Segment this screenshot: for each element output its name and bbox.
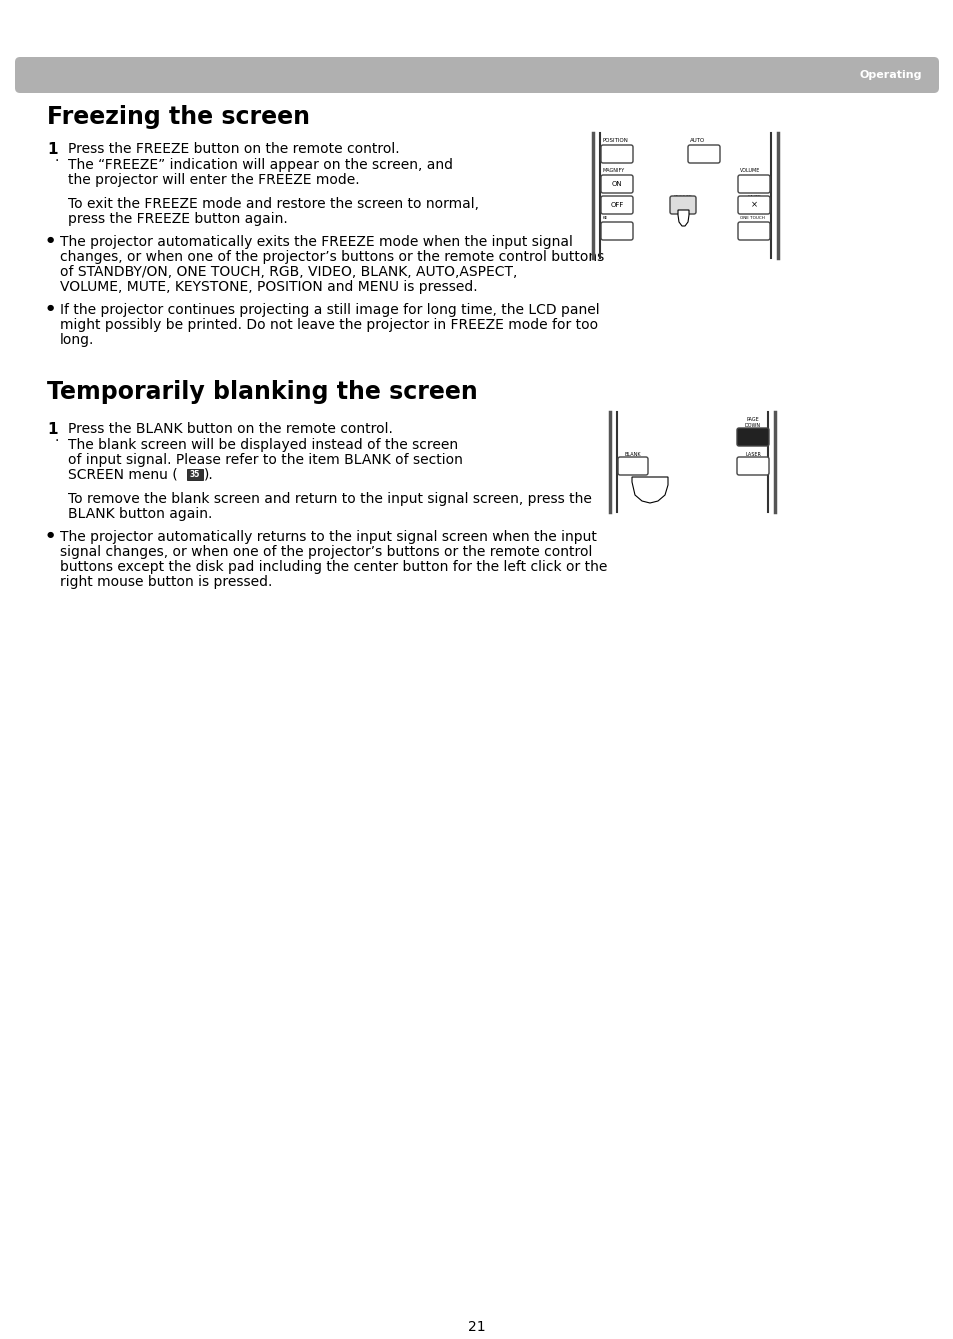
- Text: ON: ON: [611, 181, 621, 187]
- Text: Press the FREEZE button on the remote control.: Press the FREEZE button on the remote co…: [68, 142, 399, 157]
- Text: .: .: [55, 150, 59, 163]
- Text: LASER: LASER: [744, 453, 760, 457]
- Text: 1: 1: [47, 142, 57, 157]
- Text: right mouse button is pressed.: right mouse button is pressed.: [60, 574, 273, 589]
- Text: buttons except the disk pad including the center button for the left click or th: buttons except the disk pad including th…: [60, 560, 607, 574]
- Text: ●: ●: [47, 530, 54, 540]
- Text: SCREEN menu (: SCREEN menu (: [68, 469, 177, 482]
- Text: Operating: Operating: [859, 70, 921, 80]
- Text: .: .: [55, 430, 59, 445]
- Text: ●: ●: [47, 236, 54, 244]
- Text: MUTE: MUTE: [746, 195, 760, 200]
- FancyBboxPatch shape: [669, 195, 696, 214]
- FancyBboxPatch shape: [618, 457, 647, 475]
- Text: KE: KE: [602, 216, 608, 220]
- Text: BLANK button again.: BLANK button again.: [68, 507, 213, 521]
- Text: The projector automatically exits the FREEZE mode when the input signal: The projector automatically exits the FR…: [60, 236, 572, 249]
- FancyBboxPatch shape: [737, 428, 768, 446]
- Text: ×: ×: [750, 201, 757, 209]
- Text: ONE TOUCH: ONE TOUCH: [740, 216, 764, 220]
- FancyBboxPatch shape: [600, 145, 633, 163]
- FancyBboxPatch shape: [600, 175, 633, 193]
- Text: BLANK: BLANK: [624, 453, 640, 457]
- Text: The blank screen will be displayed instead of the screen: The blank screen will be displayed inste…: [68, 438, 457, 453]
- Text: ).: ).: [204, 469, 213, 482]
- FancyBboxPatch shape: [600, 222, 633, 240]
- Text: The projector automatically returns to the input signal screen when the input: The projector automatically returns to t…: [60, 530, 597, 544]
- FancyBboxPatch shape: [687, 145, 720, 163]
- FancyBboxPatch shape: [738, 195, 769, 214]
- FancyBboxPatch shape: [15, 58, 938, 92]
- Text: might possibly be printed. Do not leave the projector in FREEZE mode for too: might possibly be printed. Do not leave …: [60, 317, 598, 332]
- Text: Freezing the screen: Freezing the screen: [47, 104, 310, 129]
- Text: VOLUME: VOLUME: [740, 167, 760, 173]
- Text: ●: ●: [47, 303, 54, 312]
- Text: PAGE: PAGE: [746, 416, 759, 422]
- Text: of STANDBY/ON, ONE TOUCH, RGB, VIDEO, BLANK, AUTO,ASPECT,: of STANDBY/ON, ONE TOUCH, RGB, VIDEO, BL…: [60, 265, 517, 279]
- Text: of input signal. Please refer to the item BLANK of section: of input signal. Please refer to the ite…: [68, 453, 462, 467]
- Text: FREEZE: FREEZE: [673, 195, 692, 200]
- Text: 35: 35: [190, 470, 200, 479]
- FancyBboxPatch shape: [738, 222, 769, 240]
- Text: AUTO: AUTO: [689, 138, 704, 143]
- Text: the projector will enter the FREEZE mode.: the projector will enter the FREEZE mode…: [68, 173, 359, 187]
- FancyBboxPatch shape: [187, 469, 203, 479]
- Text: changes, or when one of the projector’s buttons or the remote control buttons: changes, or when one of the projector’s …: [60, 250, 603, 264]
- Text: OFF: OFF: [610, 202, 623, 208]
- Text: VOLUME, MUTE, KEYSTONE, POSITION and MENU is pressed.: VOLUME, MUTE, KEYSTONE, POSITION and MEN…: [60, 280, 477, 295]
- Text: 21: 21: [468, 1320, 485, 1334]
- Text: To remove the blank screen and return to the input signal screen, press the: To remove the blank screen and return to…: [68, 491, 591, 506]
- Text: signal changes, or when one of the projector’s buttons or the remote control: signal changes, or when one of the proje…: [60, 545, 592, 558]
- Text: 1: 1: [47, 422, 57, 437]
- Text: POSITION: POSITION: [602, 138, 628, 143]
- FancyBboxPatch shape: [738, 175, 769, 193]
- Text: press the FREEZE button again.: press the FREEZE button again.: [68, 212, 288, 226]
- Text: If the projector continues projecting a still image for long time, the LCD panel: If the projector continues projecting a …: [60, 303, 599, 317]
- Text: long.: long.: [60, 333, 94, 347]
- Text: Press the BLANK button on the remote control.: Press the BLANK button on the remote con…: [68, 422, 393, 437]
- FancyBboxPatch shape: [600, 195, 633, 214]
- Text: Temporarily blanking the screen: Temporarily blanking the screen: [47, 380, 477, 404]
- FancyBboxPatch shape: [737, 457, 768, 475]
- Text: To exit the FREEZE mode and restore the screen to normal,: To exit the FREEZE mode and restore the …: [68, 197, 478, 212]
- Text: NE: NE: [679, 216, 685, 220]
- Text: DOWN: DOWN: [744, 423, 760, 428]
- Text: MAGNIFY: MAGNIFY: [602, 167, 624, 173]
- Polygon shape: [678, 210, 688, 226]
- Polygon shape: [631, 477, 667, 503]
- Text: The “FREEZE” indication will appear on the screen, and: The “FREEZE” indication will appear on t…: [68, 158, 453, 171]
